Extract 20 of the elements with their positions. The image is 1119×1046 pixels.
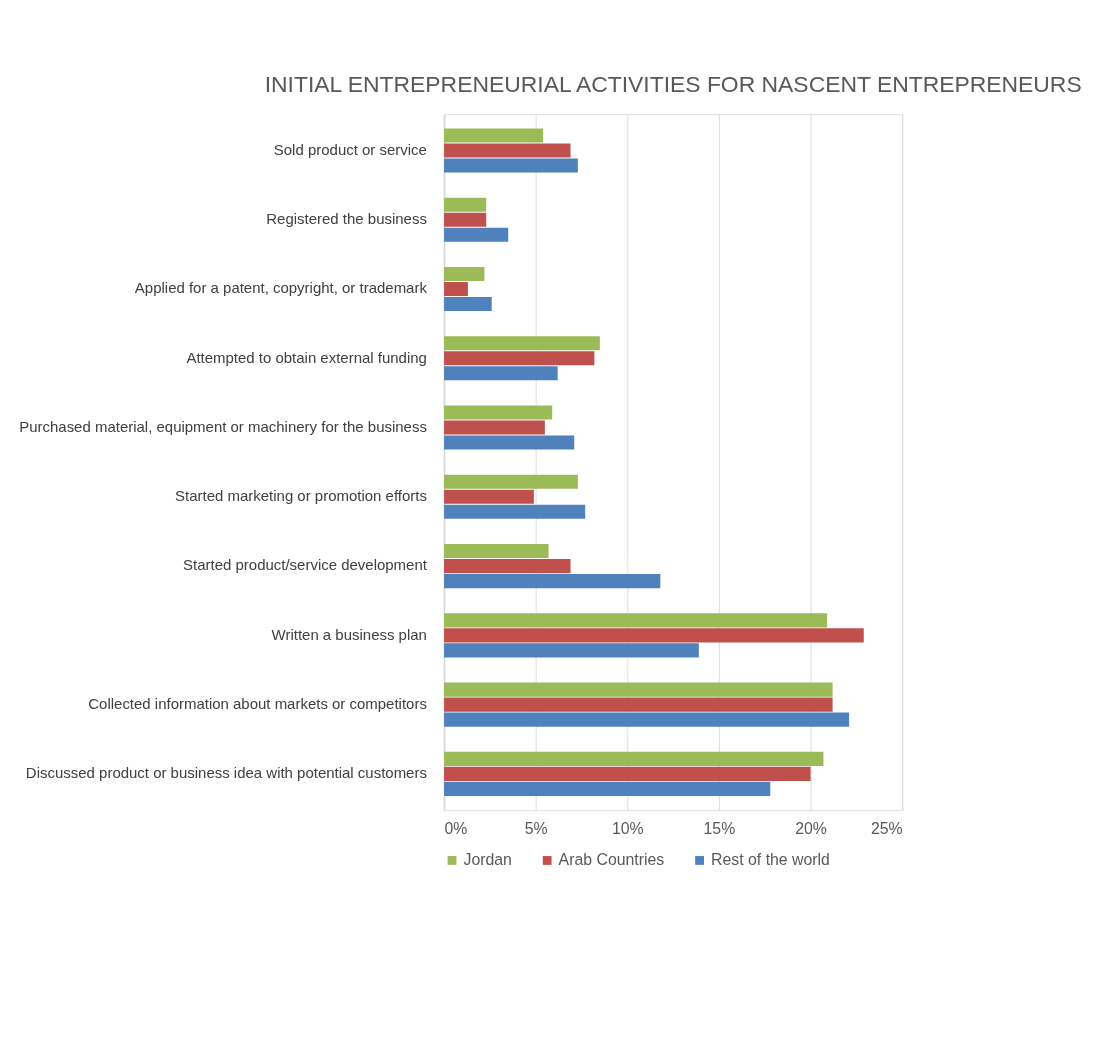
y-tick-label: Started marketing or promotion efforts: [175, 487, 427, 505]
x-tick-label: 5%: [524, 819, 548, 837]
y-tick-label: Started product/service development: [183, 556, 428, 574]
x-tick-label: 15%: [703, 819, 736, 837]
y-tick-label: Collected information about markets or competitors: [88, 695, 427, 713]
chart-title: INITIAL ENTREPRENEURIAL ACTIVITIES FOR NASCENT ENTREPRENEURS: [264, 71, 1082, 98]
legend-label: Rest of the world: [711, 850, 830, 868]
x-tick-label: 0%: [444, 819, 468, 837]
y-tick-label: Registered the business: [266, 210, 427, 228]
x-tick-label: 20%: [795, 819, 827, 837]
x-tick-label: 25%: [870, 819, 903, 837]
y-tick-label: Sold product or service: [273, 140, 427, 158]
y-tick-label: Written a business plan: [271, 625, 427, 643]
legend-label: Arab Countries: [558, 850, 665, 868]
y-tick-label: Purchased material, equipment or machinery for the business: [19, 417, 427, 435]
y-tick-label: Attempted to obtain external funding: [186, 348, 427, 366]
x-tick-label: 10%: [611, 819, 644, 837]
y-tick-label: Applied for a patent, copyright, or trademark: [134, 279, 428, 297]
legend-label: Jordan: [463, 850, 512, 868]
y-tick-label: Discussed product or business idea with potential customers: [25, 764, 427, 782]
